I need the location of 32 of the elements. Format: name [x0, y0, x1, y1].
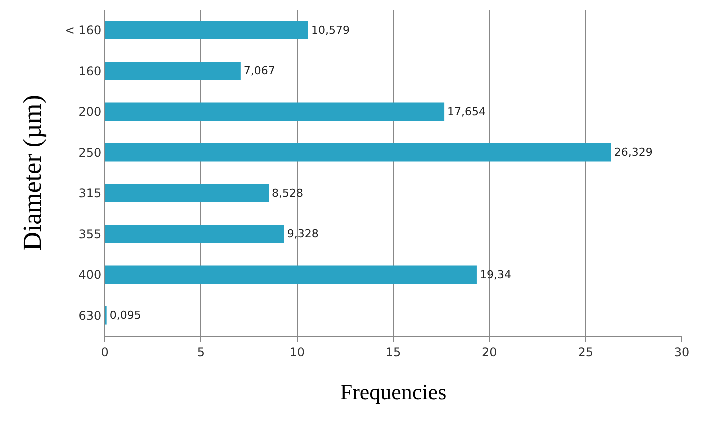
x-tick-label: 10 [290, 345, 305, 360]
data-label: 0,095 [110, 309, 142, 322]
data-label: 8,528 [272, 186, 304, 200]
bar [105, 224, 284, 244]
x-tick-label: 5 [197, 345, 205, 360]
y-axis-title: Diameter (µm) [18, 95, 48, 251]
y-tick-label: 355 [78, 227, 102, 242]
x-tick-label: 15 [386, 345, 402, 360]
data-label: 17,654 [448, 105, 486, 118]
bar [105, 184, 270, 203]
bar [105, 21, 308, 40]
y-tick-label: 160 [78, 64, 102, 78]
y-tick-label: 250 [78, 146, 102, 160]
data-label: 19,34 [480, 268, 512, 282]
data-label: 26,329 [614, 146, 653, 160]
x-tick-label: 25 [578, 345, 594, 360]
bar [105, 266, 477, 284]
y-tick-label: < 160 [64, 24, 102, 38]
bar [105, 143, 612, 162]
data-label: 7,067 [244, 64, 276, 78]
y-tick-label: 315 [78, 186, 102, 201]
bar [105, 102, 445, 122]
data-label: 9,328 [287, 228, 319, 241]
x-axis-title: Frequencies [340, 379, 447, 404]
x-tick-label: 30 [674, 345, 690, 360]
data-label: 10,579 [311, 24, 350, 37]
y-tick-label: 630 [78, 308, 102, 323]
y-tick-label: 200 [78, 105, 102, 120]
x-tick-label: 20 [482, 345, 498, 360]
y-tick-label: 400 [78, 268, 102, 282]
x-tick-label: 0 [101, 345, 109, 360]
bar [105, 62, 241, 80]
